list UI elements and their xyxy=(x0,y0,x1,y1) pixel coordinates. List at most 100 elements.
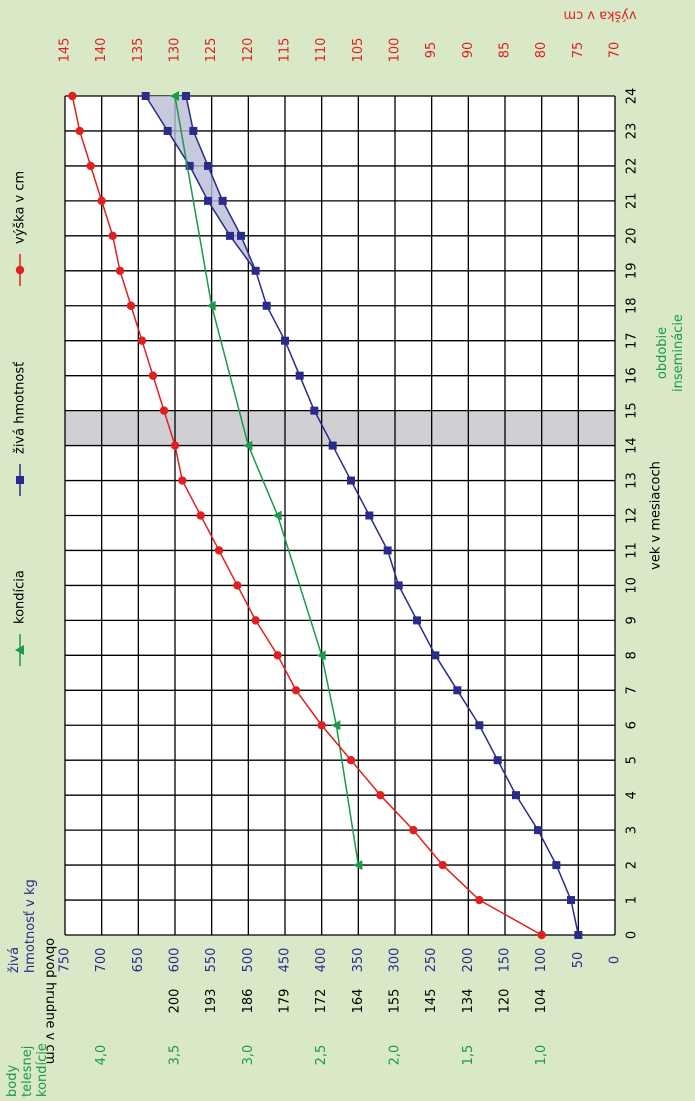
marker xyxy=(86,162,94,170)
y3-tick-label: 70 xyxy=(608,42,623,59)
legend-marker xyxy=(16,476,24,484)
marker xyxy=(431,651,439,659)
x-tick-label: 2 xyxy=(625,861,640,869)
legend-label: výška v cm xyxy=(13,171,28,244)
marker xyxy=(574,931,582,939)
x-tick-label: 23 xyxy=(625,123,640,140)
y2-tick-label: 2,0 xyxy=(388,1045,403,1066)
marker xyxy=(273,651,281,659)
x-tick-label: 24 xyxy=(625,88,640,105)
marker xyxy=(182,92,190,100)
x-tick-label: 9 xyxy=(625,616,640,624)
marker xyxy=(475,721,483,729)
x-tick-label: 1 xyxy=(625,896,640,904)
marker xyxy=(296,372,304,380)
insemination-band xyxy=(65,411,615,446)
y3-tick-label: 110 xyxy=(314,38,329,63)
y3-tick-label: 100 xyxy=(388,38,403,63)
chest-tick-label: 172 xyxy=(314,989,329,1014)
marker xyxy=(108,232,116,240)
chest-tick-label: 104 xyxy=(534,989,549,1014)
y3-tick-label: 80 xyxy=(534,42,549,59)
y3-tick-label: 85 xyxy=(498,42,513,59)
x-axis-title: vek v mesiacoch xyxy=(649,461,664,570)
marker xyxy=(68,92,76,100)
marker xyxy=(226,232,234,240)
y-tick-label: 750 xyxy=(58,948,73,973)
marker xyxy=(160,406,168,414)
marker xyxy=(252,267,260,275)
y3-tick-label: 125 xyxy=(204,38,219,63)
y2-tick-label: 3,0 xyxy=(241,1045,256,1066)
y-tick-label: 100 xyxy=(534,948,549,973)
marker xyxy=(189,127,197,135)
x-tick-label: 10 xyxy=(625,577,640,594)
y3-tick-label: 90 xyxy=(461,42,476,59)
y-tick-label: 300 xyxy=(388,948,403,973)
chest-tick-label: 164 xyxy=(351,989,366,1014)
marker xyxy=(75,127,83,135)
y-tick-label: 50 xyxy=(571,952,586,969)
y3-axis-title: výška v cm xyxy=(563,8,636,23)
y-tick-label: 650 xyxy=(131,948,146,973)
marker xyxy=(512,791,520,799)
marker xyxy=(409,826,417,834)
marker xyxy=(116,267,124,275)
marker xyxy=(281,337,289,345)
marker xyxy=(263,302,271,310)
x-tick-label: 16 xyxy=(625,367,640,384)
y-tick-label: 600 xyxy=(168,948,183,973)
marker xyxy=(413,616,421,624)
y3-tick-label: 140 xyxy=(94,38,109,63)
x-tick-label: 21 xyxy=(625,193,640,210)
marker xyxy=(149,371,157,379)
marker xyxy=(97,197,105,205)
y3-tick-label: 95 xyxy=(424,42,439,59)
y3-tick-label: 120 xyxy=(241,38,256,63)
marker xyxy=(310,407,318,415)
y-tick-label: 450 xyxy=(278,948,293,973)
marker xyxy=(365,512,373,520)
x-tick-label: 22 xyxy=(625,158,640,175)
marker xyxy=(384,546,392,554)
marker xyxy=(171,441,179,449)
marker xyxy=(237,232,245,240)
marker xyxy=(376,791,384,799)
y2-tick-label: 1,5 xyxy=(461,1045,476,1066)
y2-tick-label: 4,0 xyxy=(94,1045,109,1066)
x-tick-label: 6 xyxy=(625,721,640,729)
y3-tick-label: 115 xyxy=(278,38,293,63)
x-tick-label: 8 xyxy=(625,651,640,659)
marker xyxy=(138,337,146,345)
marker xyxy=(204,162,212,170)
marker xyxy=(395,581,403,589)
legend-label: živá hmotnosť xyxy=(13,362,28,454)
x-tick-label: 19 xyxy=(625,263,640,280)
marker xyxy=(494,756,502,764)
y3-tick-label: 135 xyxy=(131,38,146,63)
marker xyxy=(233,581,241,589)
marker xyxy=(438,861,446,869)
y-tick-label: 150 xyxy=(498,948,513,973)
x-tick-label: 5 xyxy=(625,756,640,764)
marker xyxy=(453,686,461,694)
marker xyxy=(204,197,212,205)
y-tick-label: 0 xyxy=(608,956,623,964)
y-tick-label: 700 xyxy=(94,948,109,973)
marker xyxy=(164,127,172,135)
marker xyxy=(196,511,204,519)
chest-tick-label: 179 xyxy=(278,989,293,1014)
chest-tick-label: 155 xyxy=(388,989,403,1014)
x-tick-label: 12 xyxy=(625,507,640,524)
y-tick-label: 350 xyxy=(351,948,366,973)
legend-marker xyxy=(16,266,24,274)
chest-tick-label: 200 xyxy=(168,989,183,1014)
y-tick-label: 550 xyxy=(204,948,219,973)
chart-body: 0123456789101112131415161718192021222324… xyxy=(5,8,686,1098)
chart: 0123456789101112131415161718192021222324… xyxy=(0,0,695,1101)
chest-tick-label: 193 xyxy=(204,989,219,1014)
marker xyxy=(534,826,542,834)
y-tick-label: 400 xyxy=(314,948,329,973)
x-tick-label: 15 xyxy=(625,402,640,419)
marker xyxy=(329,442,337,450)
